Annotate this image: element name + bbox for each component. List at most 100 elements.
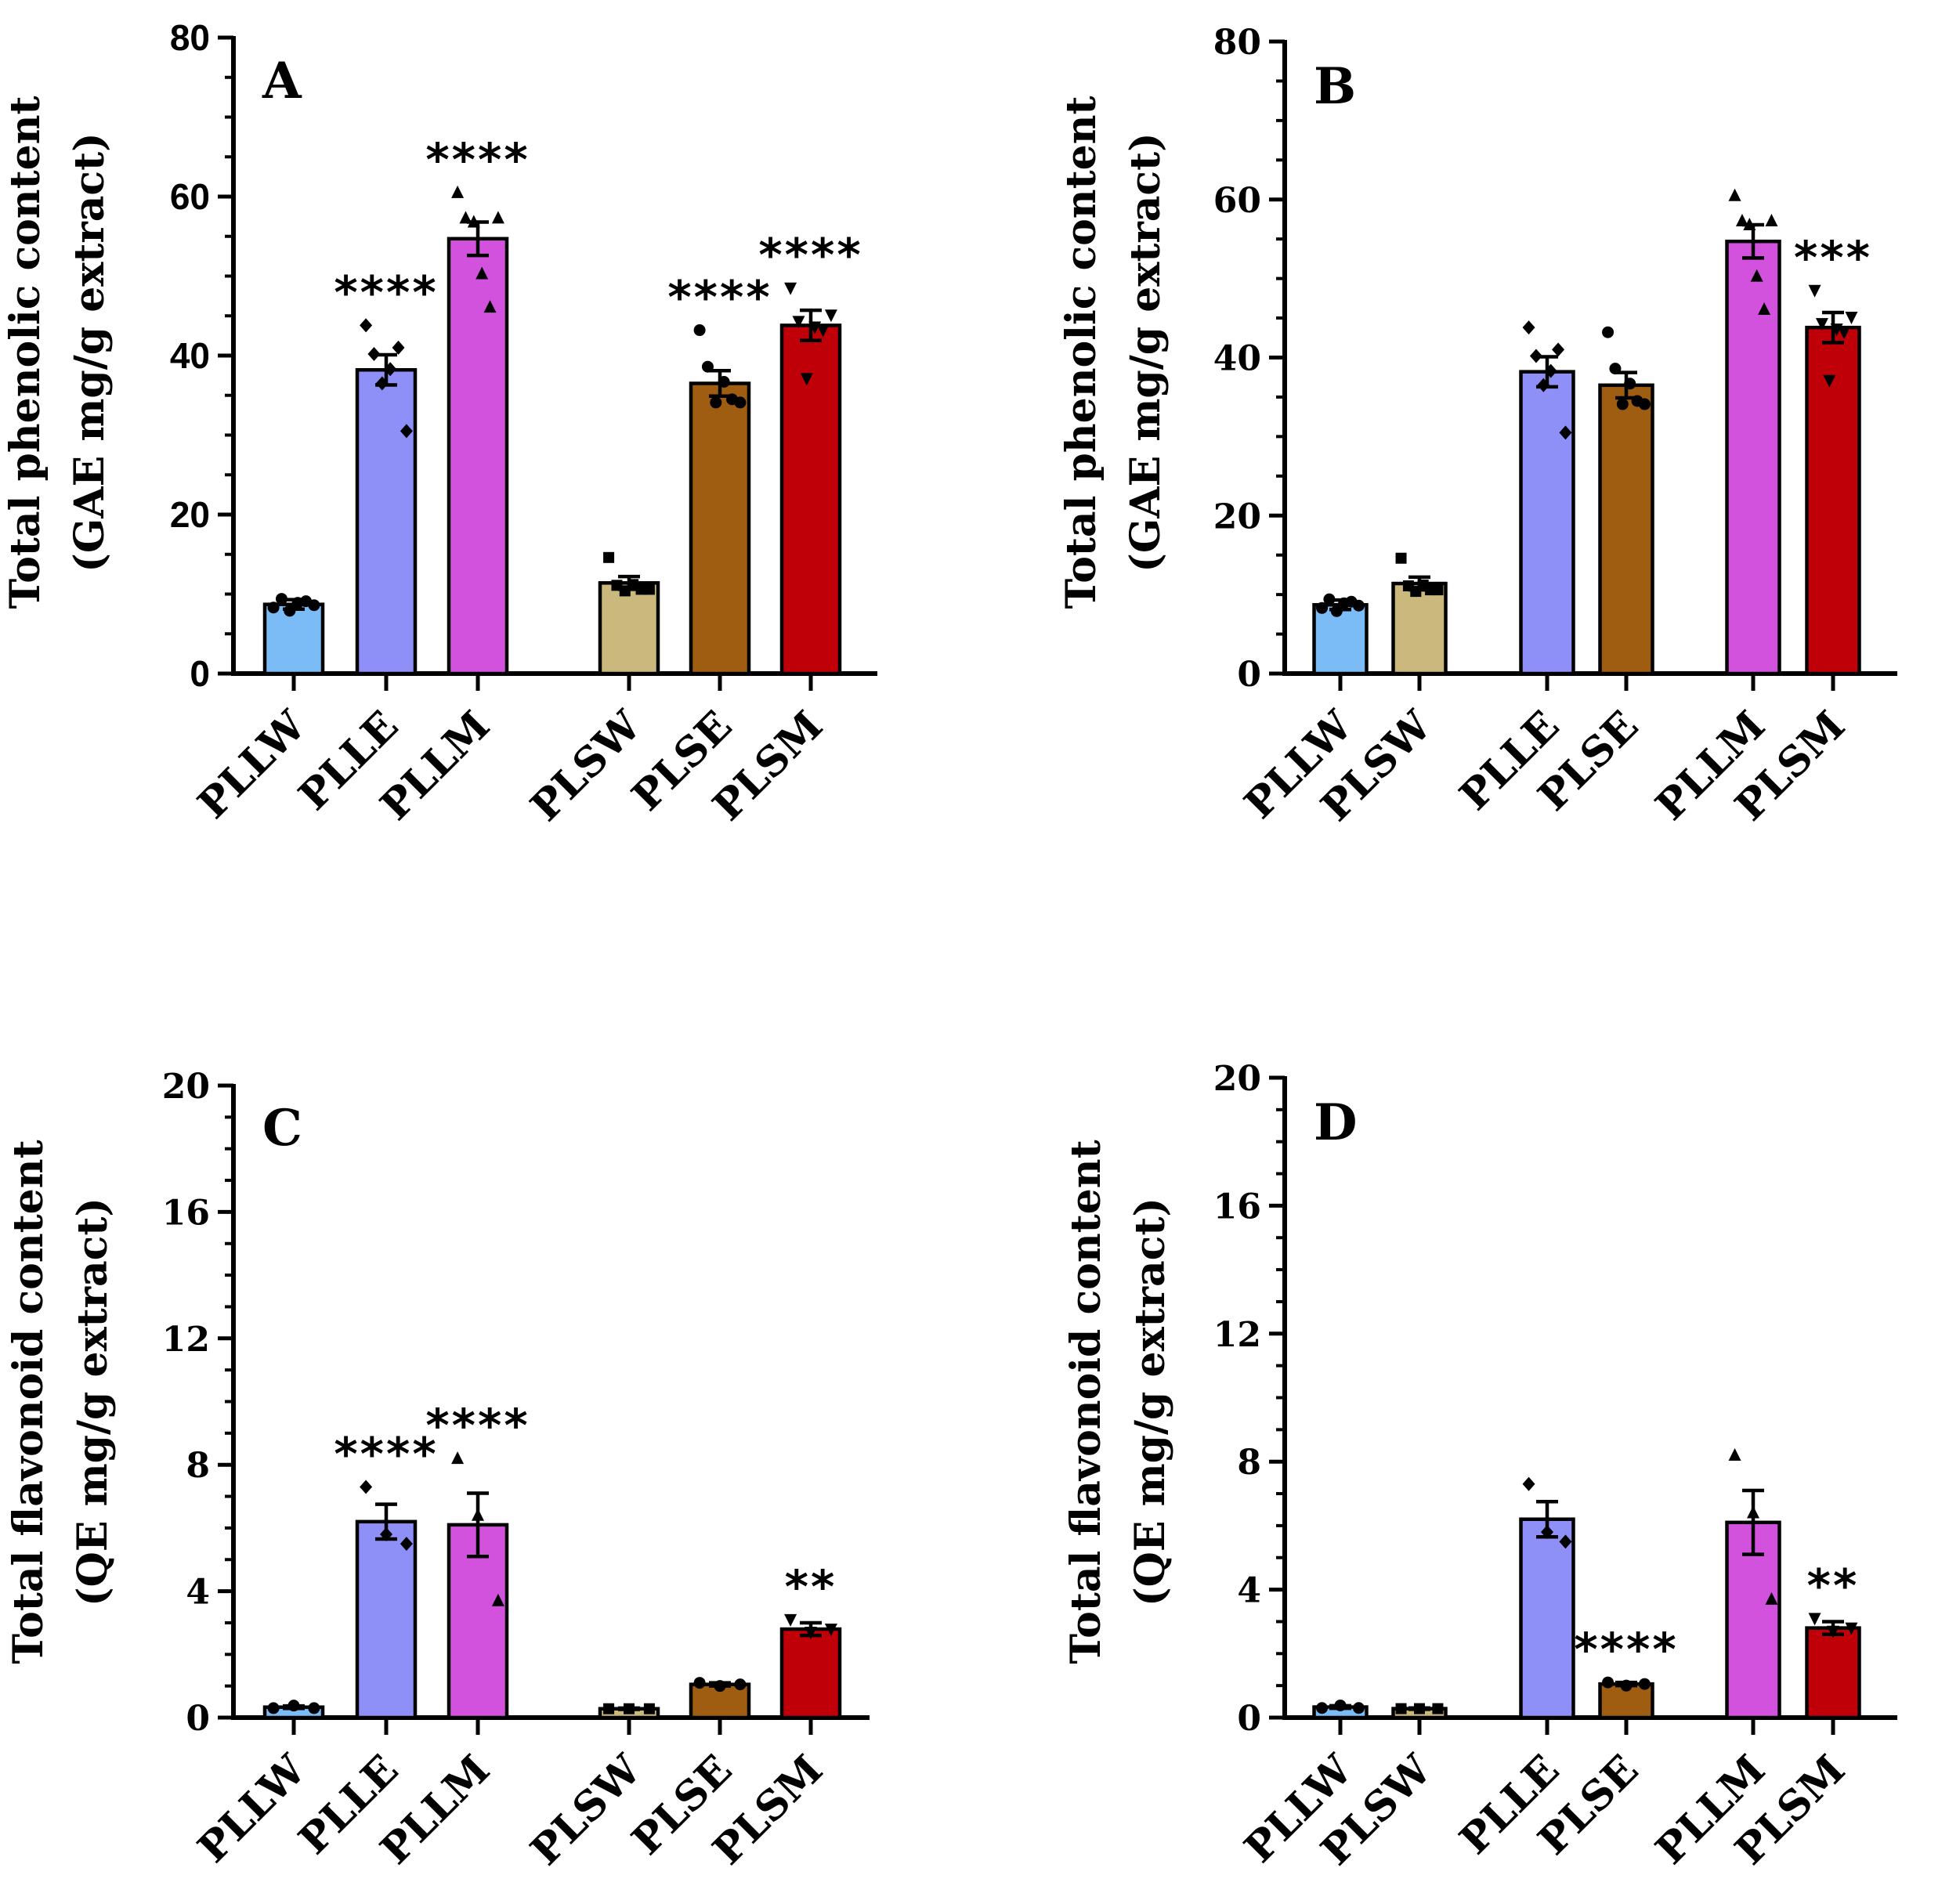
data-point: [816, 324, 830, 338]
bar: [779, 323, 842, 676]
bar: [355, 1519, 418, 1720]
data-point: [1522, 320, 1535, 335]
data-point: [1845, 1622, 1858, 1635]
y-tick-label: 40: [1213, 339, 1261, 379]
data-point: [784, 282, 797, 295]
y-tick-label: 12: [162, 1320, 210, 1360]
data-point: [367, 346, 381, 361]
panel-d: 0 4 8 12 16 20 Total flavonoid content (QE mg/g…: [1062, 1059, 1897, 1875]
data-point: [1808, 284, 1821, 298]
y-tick-label: 20: [170, 494, 210, 535]
panel-label: B: [1314, 57, 1356, 116]
panel-a: 0 20 40 60 80 Total phenolic content (GAE mg/g…: [2, 17, 877, 831]
data-point: [784, 1613, 797, 1627]
data-point: [1395, 1703, 1407, 1714]
bar: [1519, 370, 1575, 676]
bar: [447, 237, 509, 676]
data-point: [360, 318, 373, 333]
data-point: [1638, 398, 1651, 410]
data-point: [491, 1593, 504, 1606]
x-tick-label: PLLW: [189, 701, 316, 828]
data-point: [643, 583, 655, 595]
y-axis-title-line1: Total flavonoid content: [1062, 1140, 1110, 1664]
y-tick-label: 20: [1213, 1059, 1261, 1099]
data-point: [1838, 327, 1851, 340]
bar: [355, 368, 418, 676]
data-point: [308, 599, 320, 612]
bar: [1519, 1517, 1575, 1720]
data-point: [400, 1537, 413, 1552]
data-point: [1323, 593, 1336, 605]
y-tick-label: 4: [186, 1573, 210, 1613]
panel-label: C: [262, 1099, 302, 1158]
bar: [1391, 581, 1448, 676]
data-point: [400, 424, 413, 439]
bar: [1805, 1626, 1861, 1720]
data-point: [267, 1702, 280, 1714]
significance-label: ****: [667, 271, 772, 324]
significance-label: **: [1807, 1559, 1860, 1612]
y-tick-label: 20: [1213, 497, 1261, 537]
y-axis-title-line2: (QE mg/g extract): [1126, 1198, 1174, 1606]
data-point: [603, 1703, 615, 1714]
y-axis-title-line1: Total phenolic content: [2, 96, 49, 609]
data-point: [1316, 602, 1329, 614]
data-point: [1616, 398, 1629, 410]
y-tick-label: 0: [1237, 655, 1261, 695]
y-tick-label: 60: [170, 176, 210, 217]
y-tick-label: 40: [170, 335, 210, 376]
x-tick-label: PLSW: [522, 1745, 652, 1875]
y-tick-label: 0: [190, 653, 210, 694]
y-tick-label: 0: [1237, 1699, 1261, 1739]
data-point: [1559, 425, 1572, 440]
data-point: [491, 211, 504, 224]
data-point: [1845, 312, 1858, 325]
y-axis-title-line2: (GAE mg/g extract): [1122, 132, 1170, 572]
panel-b: 0 20 40 60 80 Total phenolic content (GAE mg/g…: [1058, 23, 1897, 831]
significance-label: ****: [1574, 1623, 1678, 1676]
data-point: [824, 1624, 837, 1637]
significance-label: **: [785, 1560, 837, 1613]
y-axis-title-line1: Total phenolic content: [1058, 96, 1105, 609]
significance-label: ****: [425, 1399, 530, 1452]
bar: [1598, 383, 1654, 676]
y-axis-title-line1: Total flavonoid content: [5, 1140, 52, 1664]
data-point: [1395, 552, 1407, 564]
data-point: [1815, 318, 1828, 331]
y-tick-label: 8: [1237, 1443, 1261, 1483]
data-point: [392, 340, 405, 355]
data-point: [1352, 1702, 1365, 1714]
data-point: [1522, 1476, 1535, 1491]
data-point: [308, 1702, 320, 1714]
data-point: [1602, 1676, 1615, 1689]
data-point: [1750, 269, 1763, 282]
bar: [1725, 239, 1781, 676]
y-tick-label: 4: [1237, 1571, 1261, 1611]
data-point: [1316, 1702, 1329, 1714]
data-point: [483, 300, 497, 313]
y-tick-label: 16: [162, 1193, 210, 1233]
y-tick-label: 80: [170, 17, 210, 58]
significance-label: ****: [334, 266, 438, 319]
panel-label: A: [262, 52, 302, 110]
bar: [689, 381, 751, 676]
data-point: [451, 1451, 465, 1465]
data-point: [792, 316, 805, 329]
y-tick-label: 20: [162, 1067, 210, 1107]
x-tick-label: PLLW: [189, 1745, 316, 1872]
y-tick-label: 60: [1213, 181, 1261, 221]
data-point: [1728, 1448, 1741, 1461]
data-point: [693, 324, 706, 337]
y-tick-label: 80: [1213, 23, 1261, 63]
significance-label: ****: [425, 133, 530, 186]
data-point: [475, 266, 489, 280]
data-point: [1529, 349, 1542, 363]
y-tick-label: 16: [1213, 1187, 1261, 1227]
bar-group-plle: PLLE: [1451, 320, 1575, 820]
data-point: [1432, 1703, 1444, 1714]
data-point: [1602, 326, 1615, 338]
data-point: [1823, 374, 1836, 388]
data-point: [800, 373, 813, 386]
data-point: [734, 1678, 747, 1691]
